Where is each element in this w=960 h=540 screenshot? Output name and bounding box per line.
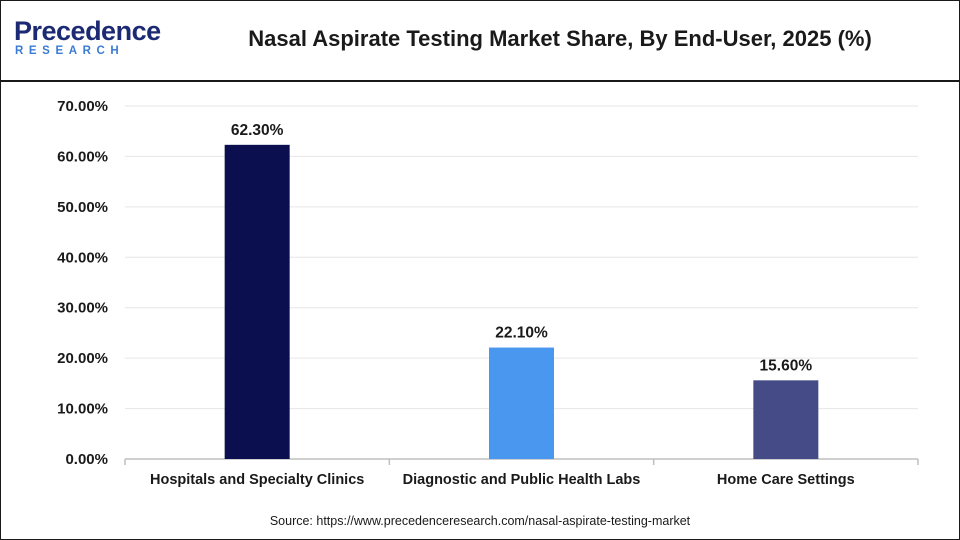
bar xyxy=(753,380,819,459)
y-tick-label: 50.00% xyxy=(57,199,108,216)
source-note: Source: https://www.precedenceresearch.c… xyxy=(269,514,691,528)
header: Precedence RESEARCH Nasal Aspirate Testi… xyxy=(0,0,960,82)
x-category-label: Diagnostic and Public Health Labs xyxy=(403,472,641,488)
logo-subtext: RESEARCH xyxy=(15,45,125,57)
data-label: 62.30% xyxy=(231,122,284,139)
x-category-label: Hospitals and Specialty Clinics xyxy=(150,472,364,488)
bar xyxy=(224,144,290,459)
y-tick-label: 30.00% xyxy=(57,300,108,317)
logo-wordmark: Precedence xyxy=(14,16,161,46)
chart-title: Nasal Aspirate Testing Market Share, By … xyxy=(248,26,872,51)
y-tick-label: 0.00% xyxy=(65,451,108,468)
y-tick-label: 20.00% xyxy=(57,350,108,367)
bar xyxy=(489,347,554,459)
y-tick-label: 60.00% xyxy=(57,148,108,165)
precedence-research-logo: Precedence RESEARCH xyxy=(14,14,164,64)
y-tick-label: 40.00% xyxy=(57,249,108,266)
data-label: 15.60% xyxy=(760,357,813,374)
bar-chart: 0.00% 10.00% 20.00% 30.00% 40.00% 50.00% 60.00… xyxy=(57,98,919,488)
y-tick-label: 70.00% xyxy=(57,98,108,115)
x-category-label: Home Care Settings xyxy=(717,472,855,488)
y-tick-label: 10.00% xyxy=(57,401,108,418)
data-label: 22.10% xyxy=(495,325,548,342)
